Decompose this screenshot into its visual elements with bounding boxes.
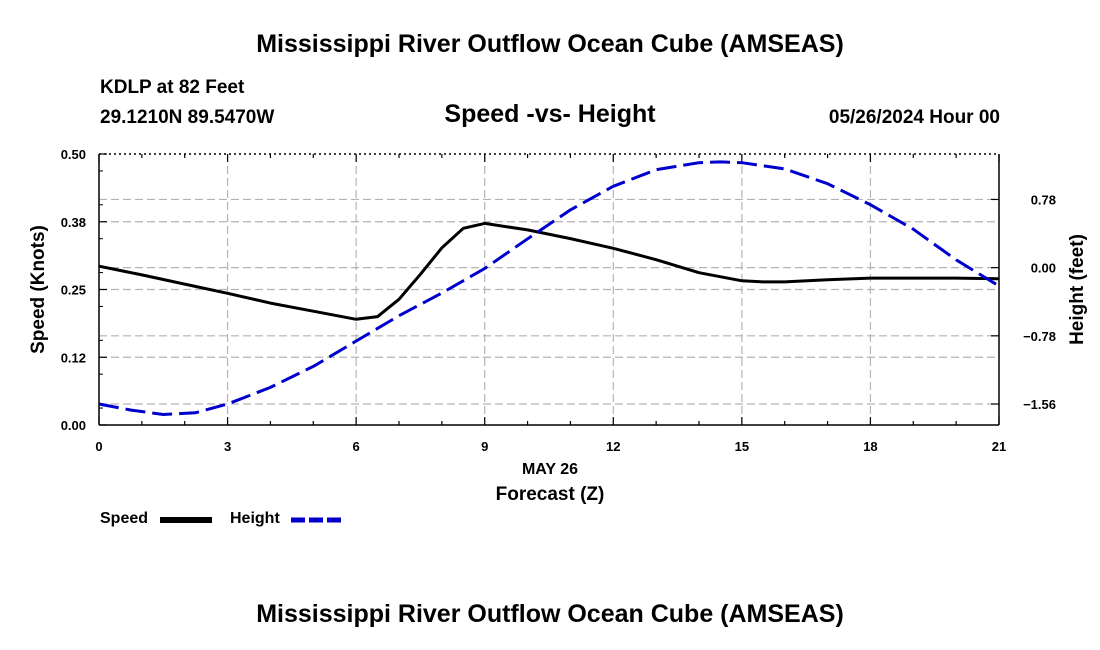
x-tick-label: 9	[481, 439, 488, 454]
x-tick-label: 3	[224, 439, 231, 454]
y-right-axis-label: Height (feet)	[1067, 234, 1088, 345]
y-left-tick-label: 0.12	[61, 350, 86, 365]
footer-title: Mississippi River Outflow Ocean Cube (AM…	[256, 600, 844, 628]
x-tick-label: 15	[735, 439, 749, 454]
station-label: KDLP at 82 Feet	[100, 77, 245, 98]
x-tick-label: 12	[606, 439, 620, 454]
x-axis-label: Forecast (Z)	[496, 484, 605, 505]
x-tick-label: 21	[992, 439, 1006, 454]
legend-height-swatch	[291, 517, 343, 523]
main-title: Mississippi River Outflow Ocean Cube (AM…	[256, 30, 844, 58]
y-right-tick-label: 0.00	[1031, 261, 1056, 276]
x-date-label: MAY 26	[522, 461, 578, 478]
coordinates-label: 29.1210N 89.5470W	[100, 107, 275, 128]
date-label: 05/26/2024 Hour 00	[828, 107, 1000, 128]
legend-height-label: Height	[230, 510, 280, 527]
x-tick-label: 0	[95, 439, 102, 454]
y-left-tick-label: 0.50	[61, 147, 86, 162]
y-right-tick-label: −1.56	[1023, 397, 1056, 412]
chart-subtitle: Speed -vs- Height	[444, 100, 656, 128]
y-left-tick-label: 0.25	[61, 283, 86, 298]
y-left-tick-label: 0.00	[61, 418, 86, 433]
y-left-axis-label: Speed (Knots)	[28, 225, 49, 354]
legend-speed-swatch	[160, 517, 212, 523]
x-tick-label: 18	[863, 439, 877, 454]
legend-speed-label: Speed	[100, 510, 149, 527]
y-right-tick-label: 0.78	[1031, 192, 1056, 207]
height-series-line	[98, 160, 1000, 416]
x-tick-label: 6	[353, 439, 360, 454]
y-right-tick-label: −0.78	[1023, 329, 1056, 344]
speed-series-line	[98, 221, 1000, 321]
y-left-tick-label: 0.38	[61, 215, 86, 230]
